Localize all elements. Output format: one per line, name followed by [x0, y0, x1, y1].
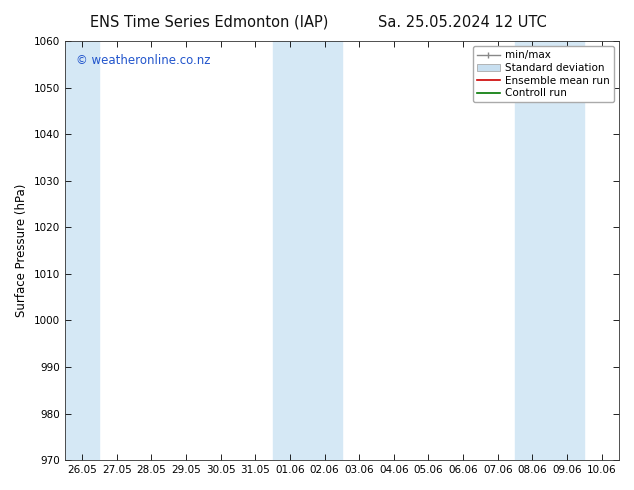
- Bar: [65, 41, 100, 460]
- Text: © weatheronline.co.nz: © weatheronline.co.nz: [75, 53, 210, 67]
- Bar: [273, 41, 342, 460]
- Y-axis label: Surface Pressure (hPa): Surface Pressure (hPa): [15, 184, 28, 318]
- Text: ENS Time Series Edmonton (IAP): ENS Time Series Edmonton (IAP): [90, 15, 328, 30]
- Text: Sa. 25.05.2024 12 UTC: Sa. 25.05.2024 12 UTC: [378, 15, 547, 30]
- Legend: min/max, Standard deviation, Ensemble mean run, Controll run: min/max, Standard deviation, Ensemble me…: [472, 46, 614, 102]
- Bar: [515, 41, 585, 460]
